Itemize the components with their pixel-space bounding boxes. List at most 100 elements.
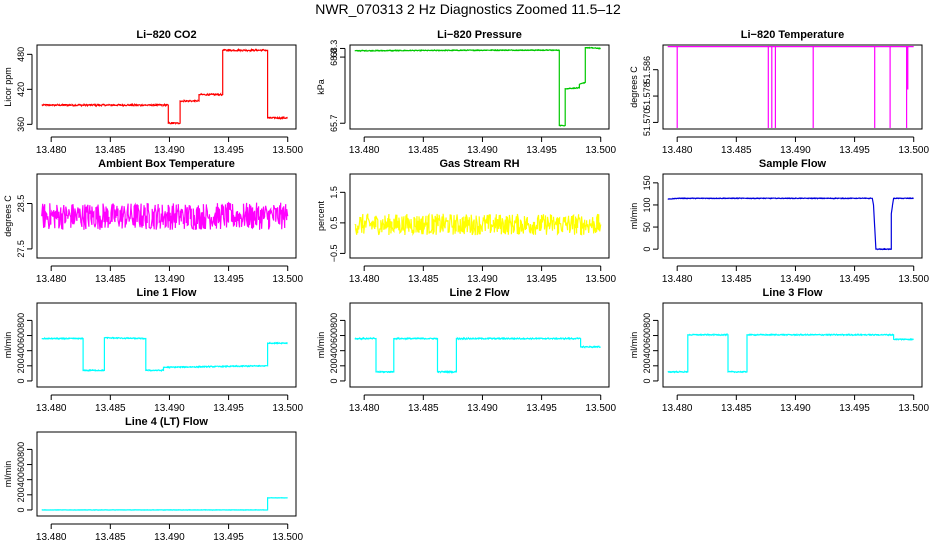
series-line xyxy=(41,336,288,373)
x-tick-label: 13.500 xyxy=(272,145,303,156)
plot-frame xyxy=(349,302,610,388)
panel-8: Line 2 Flow 13.480 13.485 13.490 13.495 13.50… xyxy=(316,287,616,414)
y-tick-label: 200 xyxy=(16,358,26,373)
panel-6: Sample Flow 13.480 13.485 13.490 13.495 13.50… xyxy=(629,158,929,285)
x-tick-label: 13.500 xyxy=(898,274,929,285)
y-tick-label: 600 xyxy=(16,328,26,343)
y-tick-label: 68.3 xyxy=(329,40,339,58)
y-tick-label: 0 xyxy=(16,378,26,383)
y-tick-label: 200 xyxy=(329,358,339,373)
y-tick-label: 420 xyxy=(16,82,26,97)
panel-title: Ambient Box Temperature xyxy=(98,158,235,170)
y-tick-label: 600 xyxy=(16,457,26,472)
y-tick-label: 480 xyxy=(16,47,26,62)
y-axis-label: ml/min xyxy=(3,461,13,488)
plot-frame xyxy=(36,173,297,259)
panel-5: Gas Stream RH 13.480 13.485 13.490 13.495 13.… xyxy=(316,158,616,285)
y-tick-label: 0 xyxy=(642,247,652,252)
x-tick-label: 13.490 xyxy=(467,403,498,414)
x-tick-label: 13.480 xyxy=(349,145,380,156)
y-tick-label: 360 xyxy=(16,117,26,132)
y-tick-label: 0.5 xyxy=(329,217,339,230)
plot-frame xyxy=(36,44,297,130)
y-axis-label: ml/min xyxy=(629,332,639,359)
plot-frame xyxy=(662,302,923,388)
panel-10: Line 4 (LT) Flow 13.480 13.485 13.490 13.495… xyxy=(3,416,303,540)
series-line xyxy=(41,201,289,230)
panel-title: Li−820 CO2 xyxy=(136,29,196,41)
x-tick-label: 13.500 xyxy=(272,274,303,285)
y-tick-label: 28.5 xyxy=(16,195,26,213)
panel-title: Line 4 (LT) Flow xyxy=(125,416,208,428)
x-tick-label: 13.500 xyxy=(898,145,929,156)
panel-title: Gas Stream RH xyxy=(439,158,519,170)
series-line xyxy=(667,46,914,128)
panel-title: Line 3 Flow xyxy=(763,287,823,299)
panel-2: Li−820 Pressure 13.480 13.485 13.490 13.495 1… xyxy=(316,29,616,156)
y-tick-label: 1.5 xyxy=(329,186,339,199)
y-axis-label: ml/min xyxy=(316,332,326,359)
y-tick-label: 600 xyxy=(642,328,652,343)
y-tick-label: 100 xyxy=(642,197,652,212)
y-tick-label: 51.570 xyxy=(642,109,652,137)
x-tick-label: 13.490 xyxy=(780,145,811,156)
y-tick-label: 400 xyxy=(16,472,26,487)
plot-frame xyxy=(662,173,923,259)
x-tick-label: 13.480 xyxy=(36,274,67,285)
x-tick-label: 13.500 xyxy=(585,403,616,414)
plot-frame xyxy=(662,44,923,130)
y-tick-label: 0 xyxy=(642,378,652,383)
y-tick-label: 200 xyxy=(642,358,652,373)
x-tick-label: 13.480 xyxy=(36,532,67,540)
x-tick-label: 13.485 xyxy=(408,274,439,285)
x-tick-label: 13.480 xyxy=(36,145,67,156)
x-tick-label: 13.485 xyxy=(95,274,126,285)
y-axis-label: kPa xyxy=(316,79,326,95)
x-tick-label: 13.500 xyxy=(585,274,616,285)
x-tick-label: 13.500 xyxy=(272,532,303,540)
y-tick-label: 50 xyxy=(642,222,652,232)
y-tick-label: −0.5 xyxy=(329,245,339,263)
panel-title: Sample Flow xyxy=(759,158,827,170)
y-axis-label: Licor ppm xyxy=(3,67,13,107)
x-tick-label: 13.480 xyxy=(662,403,693,414)
y-tick-label: 800 xyxy=(16,442,26,457)
x-tick-label: 13.495 xyxy=(213,145,244,156)
x-tick-label: 13.495 xyxy=(526,145,557,156)
x-tick-label: 13.490 xyxy=(780,403,811,414)
y-tick-label: 800 xyxy=(642,313,652,328)
y-tick-label: 68.0 xyxy=(329,48,339,66)
plot-frame xyxy=(349,44,610,130)
x-tick-label: 13.495 xyxy=(839,274,870,285)
x-tick-label: 13.495 xyxy=(526,274,557,285)
x-tick-label: 13.500 xyxy=(272,403,303,414)
series-line xyxy=(41,48,288,125)
series-line xyxy=(354,336,601,374)
x-tick-label: 13.485 xyxy=(95,403,126,414)
x-tick-label: 13.495 xyxy=(526,403,557,414)
series-line xyxy=(354,46,601,127)
x-tick-label: 13.480 xyxy=(349,403,380,414)
x-tick-label: 13.490 xyxy=(467,145,498,156)
x-tick-label: 13.495 xyxy=(839,403,870,414)
x-tick-label: 13.500 xyxy=(585,145,616,156)
x-tick-label: 13.490 xyxy=(154,145,185,156)
panel-7: Line 1 Flow 13.480 13.485 13.490 13.495 13.50… xyxy=(3,287,303,414)
y-tick-label: 51.586 xyxy=(642,56,652,84)
x-tick-label: 13.485 xyxy=(408,403,439,414)
y-axis-label: ml/min xyxy=(629,203,639,230)
y-axis-label: degrees C xyxy=(629,66,639,108)
panel-title: Line 2 Flow xyxy=(450,287,510,299)
x-tick-label: 13.480 xyxy=(349,274,380,285)
series-line xyxy=(41,497,288,511)
x-tick-label: 13.485 xyxy=(721,274,752,285)
y-axis-label: ml/min xyxy=(3,332,13,359)
y-tick-label: 800 xyxy=(16,313,26,328)
series-line xyxy=(667,197,914,251)
y-tick-label: 200 xyxy=(16,487,26,502)
y-tick-label: 150 xyxy=(642,175,652,190)
x-tick-label: 13.485 xyxy=(721,403,752,414)
x-tick-label: 13.490 xyxy=(154,274,185,285)
x-tick-label: 13.485 xyxy=(408,145,439,156)
